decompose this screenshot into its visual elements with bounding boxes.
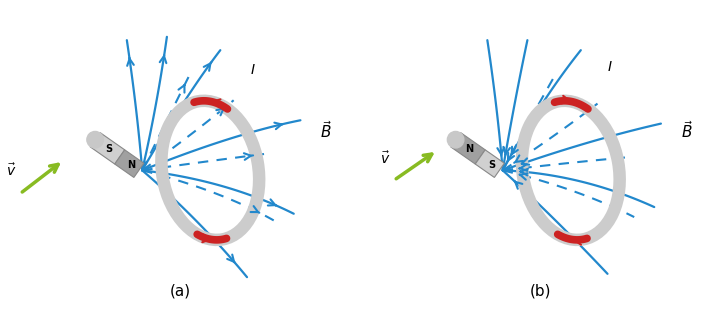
Text: $\vec{v}$: $\vec{v}$ (381, 150, 391, 167)
Text: $\vec{B}$: $\vec{B}$ (681, 120, 694, 141)
Text: N: N (128, 160, 136, 170)
Text: (b): (b) (530, 283, 552, 298)
Polygon shape (475, 150, 504, 177)
Circle shape (87, 132, 103, 148)
Text: N: N (465, 144, 473, 154)
Text: S: S (488, 160, 495, 170)
Polygon shape (451, 133, 485, 164)
Text: I: I (250, 63, 255, 77)
Text: $\vec{B}$: $\vec{B}$ (320, 120, 333, 141)
Text: I: I (608, 60, 611, 74)
Polygon shape (115, 150, 143, 177)
Text: $\vec{v}$: $\vec{v}$ (6, 162, 17, 179)
Text: (a): (a) (169, 283, 191, 298)
Circle shape (447, 132, 464, 148)
Text: S: S (105, 144, 112, 154)
Polygon shape (90, 133, 125, 164)
